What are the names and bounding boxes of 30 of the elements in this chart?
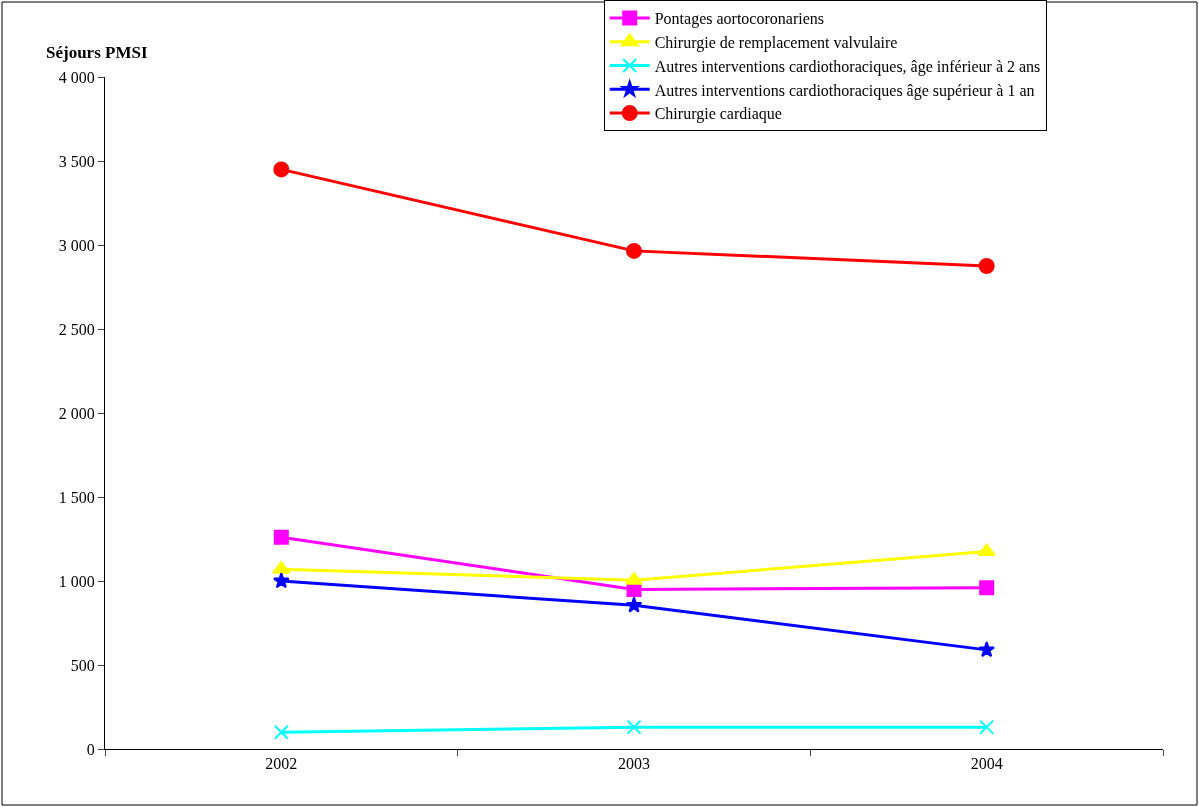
y-tick-label: 2 500 — [58, 320, 95, 338]
point — [626, 719, 642, 735]
point — [979, 580, 995, 596]
legend-label: Autres interventions cardiothoraciques, âge inférieur à 2 ans — [654, 57, 1041, 76]
point — [273, 572, 290, 589]
legend-label: Chirurgie cardiaque — [654, 105, 782, 124]
y-axis-title: Séjours PMSI — [46, 43, 148, 62]
point — [626, 242, 642, 259]
x-tick-label: 2002 — [265, 755, 298, 773]
point — [979, 719, 995, 735]
point — [273, 529, 289, 545]
point — [625, 596, 643, 613]
y-tick-label: 3 500 — [58, 152, 95, 170]
point — [273, 724, 289, 740]
x-tick-label: 2004 — [970, 755, 1003, 773]
y-tick-label: 500 — [70, 656, 95, 674]
y-tick-label: 2 000 — [58, 404, 95, 422]
legend-label: Autres interventions cardiothoraciques âge supérieur à 1 an — [654, 81, 1035, 100]
legend-label: Chirurgie de remplacement valvulaire — [654, 33, 898, 52]
y-tick-label: 4 000 — [58, 68, 95, 86]
point — [977, 543, 996, 557]
y-tick-label: 3 000 — [58, 236, 95, 254]
legend-label: Pontages aortocoronariens — [654, 10, 824, 29]
y-tick-label: 0 — [86, 740, 95, 758]
point — [978, 641, 995, 658]
y-tick-label: 1 500 — [58, 488, 95, 506]
point — [978, 258, 995, 274]
y-tick-label: 1 000 — [58, 572, 95, 590]
x-tick-label: 2003 — [618, 755, 650, 773]
point — [273, 161, 290, 178]
